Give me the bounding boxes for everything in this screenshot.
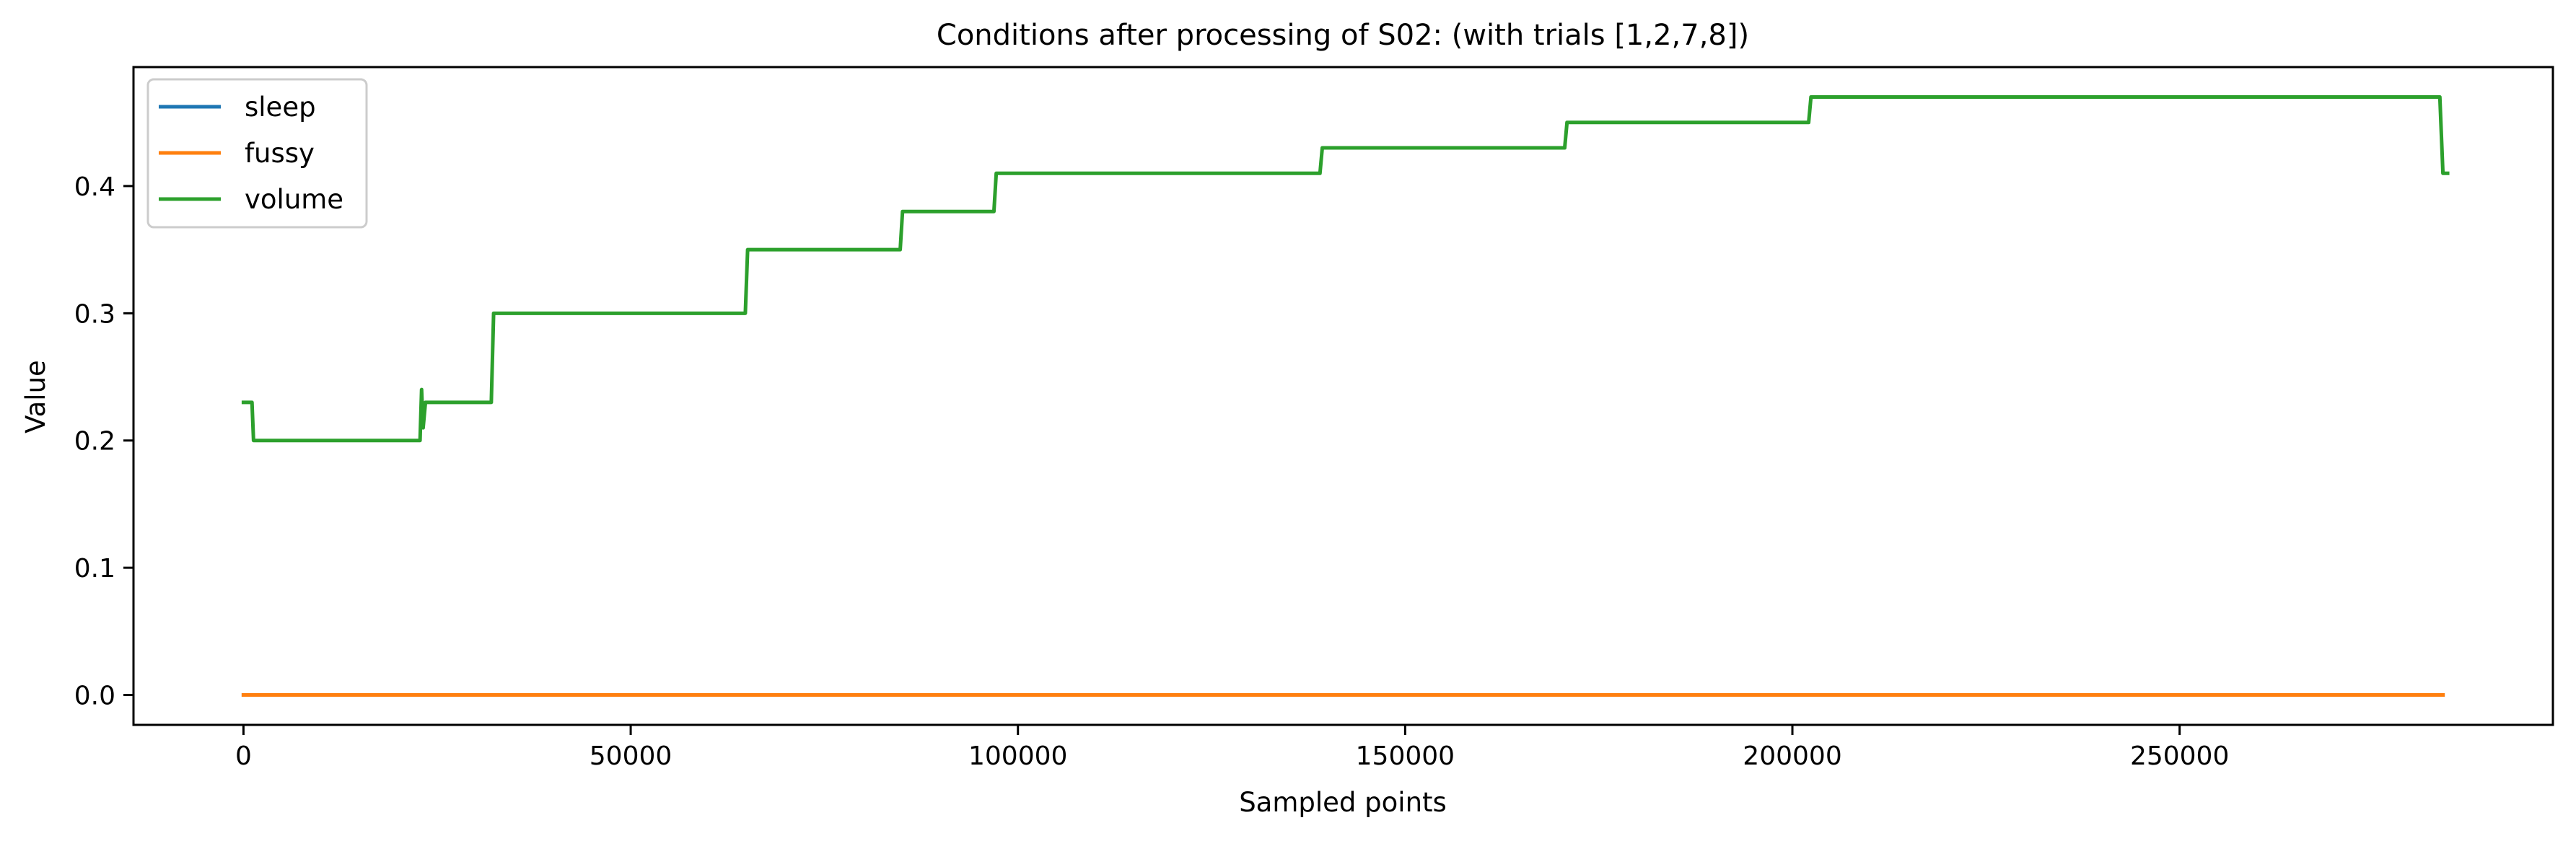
x-axis-ticks: 0 50000 100000 150000 200000 250000 [235,725,2229,771]
series-lines [241,94,2450,697]
x-tick-label: 200000 [1743,741,1841,771]
legend-box [146,78,368,229]
y-axis-ticks: 0.0 0.1 0.2 0.3 0.4 [74,172,133,711]
x-tick-label: 250000 [2130,741,2229,771]
y-tick-label: 0.2 [74,427,115,457]
y-tick-label: 0.0 [74,682,115,711]
x-tick-label: 50000 [590,741,673,771]
chart-title: Conditions after processing of S02: (wit… [937,19,1749,52]
plot-area [132,66,2554,726]
x-tick-label: 150000 [1356,741,1455,771]
legend: sleep fussy volume [146,78,368,229]
y-axis-label: Value [20,360,51,433]
series-line-volume [241,94,2450,443]
legend-label-volume: volume [245,184,343,215]
x-axis-label: Sampled points [1239,787,1447,818]
x-tick-label: 0 [235,741,252,771]
y-tick-label: 0.1 [74,554,115,584]
x-tick-label: 100000 [968,741,1067,771]
legend-label-sleep: sleep [245,92,316,123]
y-tick-label: 0.4 [74,172,115,202]
y-tick-label: 0.3 [74,299,115,329]
legend-label-fussy: fussy [245,138,315,169]
